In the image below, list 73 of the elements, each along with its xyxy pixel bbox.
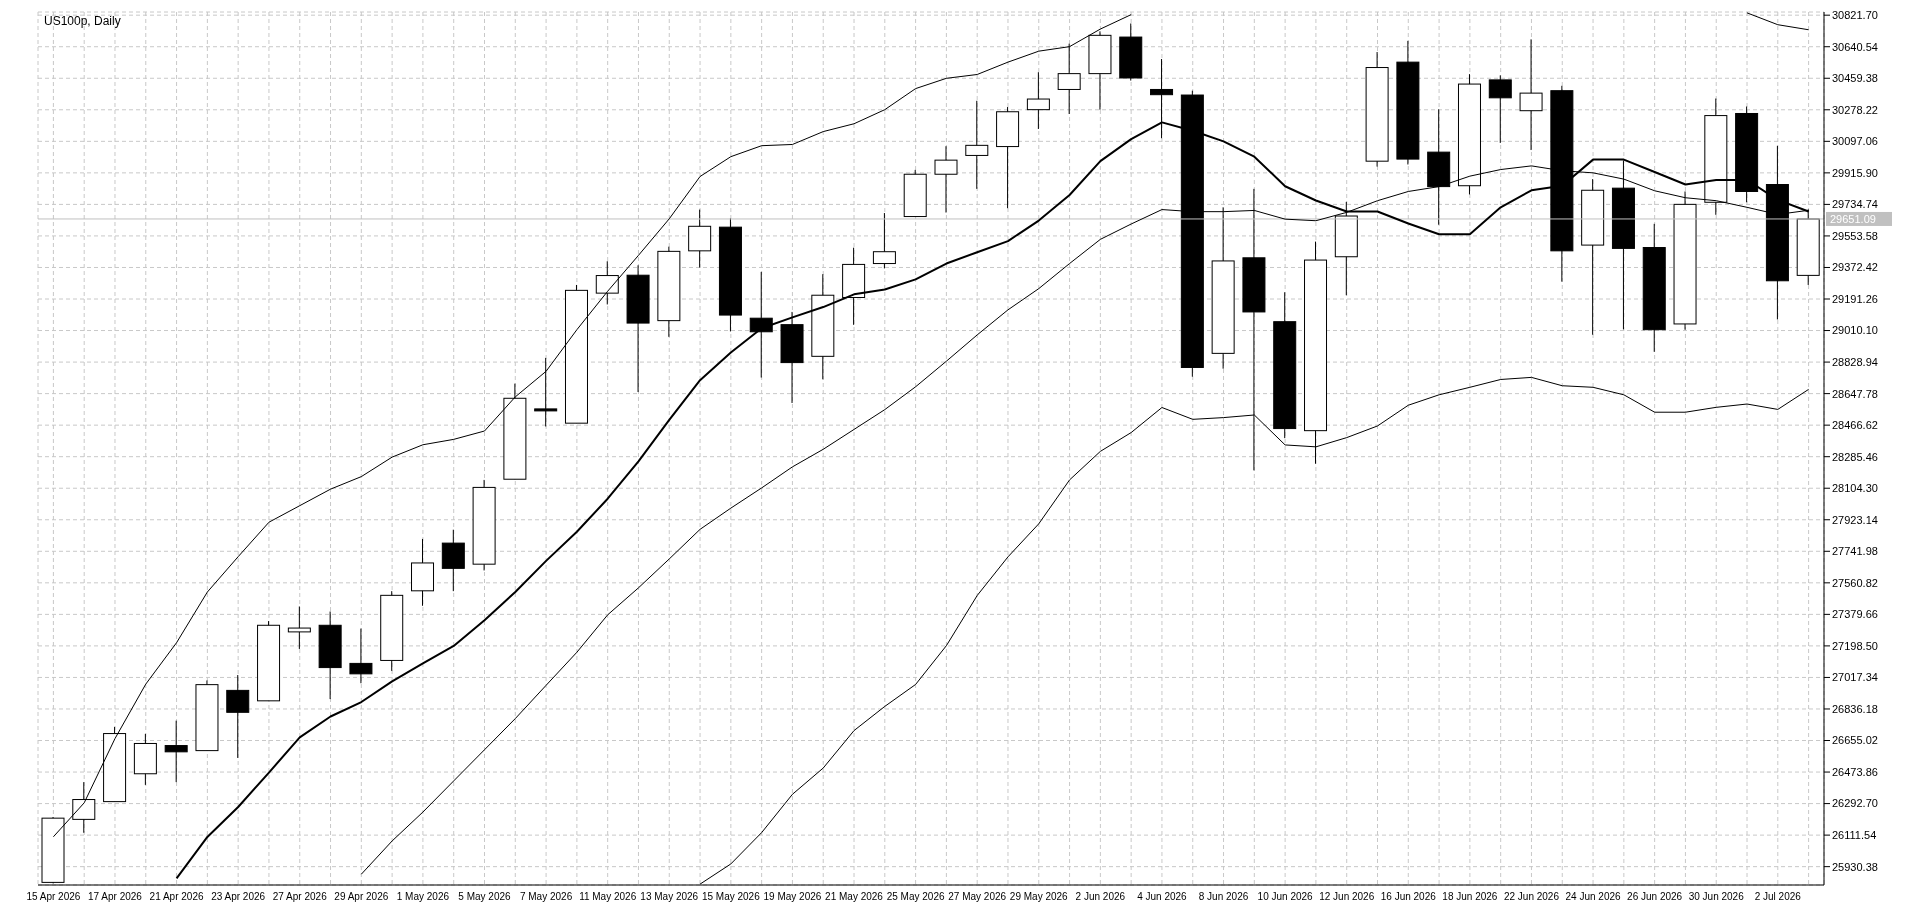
x-tick-label: 17 Apr 2026 <box>88 891 143 903</box>
x-tick-label: 13 May 2026 <box>640 891 699 903</box>
x-tick-label: 21 Apr 2026 <box>149 891 204 903</box>
x-tick-label: 15 Apr 2026 <box>26 891 81 903</box>
x-tick-label: 27 May 2026 <box>948 891 1007 903</box>
x-tick-label: 16 Jun 2026 <box>1380 891 1437 903</box>
candlestick <box>965 100 989 190</box>
y-tick-label: 29553.58 <box>1832 229 1878 242</box>
y-tick-label: 28104.30 <box>1832 482 1878 495</box>
y-tick-label: 30459.38 <box>1832 72 1878 85</box>
x-tick-label: 10 Jun 2026 <box>1257 891 1314 903</box>
y-tick-label: 27923.14 <box>1832 513 1878 526</box>
candlestick <box>1026 71 1050 130</box>
candlestick <box>164 720 188 783</box>
candlestick <box>595 260 619 305</box>
y-tick-label: 30821.70 <box>1832 9 1878 22</box>
x-tick-label: 1 May 2026 <box>396 891 450 903</box>
candlestick <box>349 628 373 684</box>
y-tick-label: 27379.66 <box>1832 608 1878 621</box>
x-tick-label: 12 Jun 2026 <box>1319 891 1375 903</box>
x-tick-label: 23 Apr 2026 <box>211 891 266 903</box>
candlestick <box>872 212 896 269</box>
ref-line-label: 29651.09 <box>1830 212 1876 225</box>
x-tick-label: 29 Apr 2026 <box>334 891 389 903</box>
candlestick <box>72 781 96 834</box>
y-tick-label: 30640.54 <box>1832 40 1878 53</box>
y-tick-label: 29734.74 <box>1832 198 1878 211</box>
y-tick-label: 30097.06 <box>1832 135 1878 148</box>
x-tick-label: 24 Jun 2026 <box>1565 891 1622 903</box>
x-tick-label: 5 May 2026 <box>458 891 512 903</box>
y-tick-label: 29372.42 <box>1832 261 1878 274</box>
y-tick-label: 25930.38 <box>1832 860 1878 873</box>
x-tick-label: 7 May 2026 <box>519 891 573 903</box>
y-tick-label: 28647.78 <box>1832 387 1878 400</box>
y-tick-label: 26473.86 <box>1832 765 1878 778</box>
y-tick-label: 27017.34 <box>1832 671 1878 684</box>
candlestick <box>1519 38 1543 151</box>
x-tick-label: 2 Jun 2026 <box>1075 891 1126 903</box>
y-tick-label: 27560.82 <box>1832 576 1878 589</box>
x-tick-label: 26 Jun 2026 <box>1627 891 1683 903</box>
y-tick-label: 28828.94 <box>1832 355 1878 368</box>
x-tick-label: 18 Jun 2026 <box>1442 891 1498 903</box>
candlestick <box>226 674 250 759</box>
x-tick-label: 11 May 2026 <box>579 891 637 903</box>
x-tick-label: 21 May 2026 <box>825 891 884 903</box>
y-tick-label: 26655.02 <box>1832 734 1878 747</box>
chart-title: US100p, Daily <box>44 14 121 28</box>
candlestick <box>934 145 958 214</box>
y-tick-label: 30278.22 <box>1832 103 1878 116</box>
x-tick-label: 19 May 2026 <box>763 891 822 903</box>
x-tick-label: 25 May 2026 <box>886 891 945 903</box>
x-tick-label: 27 Apr 2026 <box>272 891 328 903</box>
y-tick-label: 27741.98 <box>1832 545 1878 558</box>
y-tick-label: 26292.70 <box>1832 797 1878 810</box>
x-tick-label: 29 May 2026 <box>1009 891 1069 903</box>
y-tick-label: 26836.18 <box>1832 702 1878 715</box>
y-tick-label: 29191.26 <box>1832 292 1878 305</box>
x-tick-label: 2 Jul 2026 <box>1754 891 1802 903</box>
y-tick-label: 27198.50 <box>1832 639 1878 652</box>
x-tick-label: 22 Jun 2026 <box>1503 891 1560 903</box>
candlestick <box>287 605 311 650</box>
y-tick-label: 26111.54 <box>1832 829 1877 842</box>
y-tick-label: 28466.62 <box>1832 419 1878 432</box>
x-tick-label: 30 Jun 2026 <box>1688 891 1745 903</box>
x-tick-label: 15 May 2026 <box>701 891 761 903</box>
x-tick-label: 8 Jun 2026 <box>1198 891 1249 903</box>
y-tick-label: 29915.90 <box>1832 166 1878 179</box>
candlestick <box>534 357 558 427</box>
y-tick-label: 29010.10 <box>1832 324 1878 337</box>
candlestick <box>1488 74 1512 144</box>
y-tick-label: 28285.46 <box>1832 450 1878 463</box>
x-tick-label: 4 Jun 2026 <box>1137 891 1188 903</box>
candlestick <box>1057 43 1081 115</box>
